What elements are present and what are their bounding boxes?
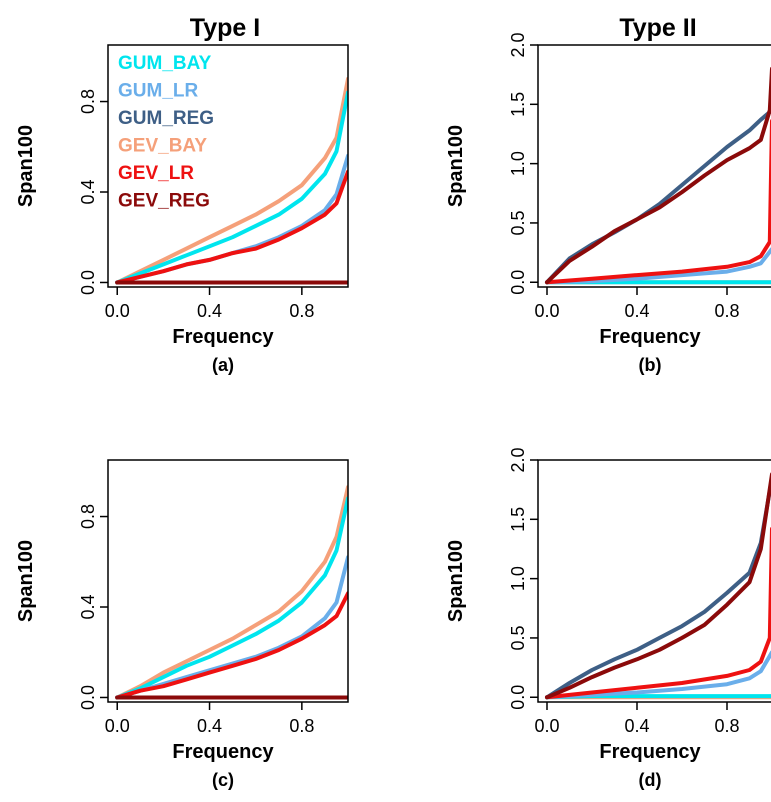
series-line-gum-reg <box>545 476 771 700</box>
series-line-gum-lr <box>545 247 771 285</box>
panel-caption: (d) <box>639 770 662 790</box>
y-axis-label: Span100 <box>445 125 467 207</box>
legend-entry: GUM_LR <box>118 81 199 102</box>
x-tick-label: 0.0 <box>105 716 130 736</box>
panel-caption: (a) <box>212 355 234 375</box>
series-group <box>115 76 348 285</box>
x-tick-label: 0.0 <box>105 301 130 321</box>
series-line-gum-reg <box>545 108 771 285</box>
legend-entry: GUM_BAY <box>118 53 212 74</box>
y-axis-label: Span100 <box>15 540 37 622</box>
chart-panels: 0.0 0.4 0.8 0.0 0.4 0.8 Frequency Span100 (a) GUM… <box>15 32 771 790</box>
series-group <box>545 66 771 285</box>
x-axis-label: Frequency <box>172 741 274 763</box>
plot-frame <box>537 44 771 288</box>
column-title-type-1: Type I <box>190 14 260 42</box>
series-line-gev-bay <box>115 76 348 285</box>
panel-c: 0.0 0.4 0.8 0.0 0.4 0.8 Frequency Span100 (c) <box>15 459 349 790</box>
series-group <box>115 485 348 700</box>
y-tick-label: 0.0 <box>508 685 528 710</box>
y-tick-label: 1.5 <box>508 507 528 532</box>
x-axis-label: Frequency <box>599 741 701 763</box>
legend-entry: GEV_REG <box>118 191 210 212</box>
y-tick-label: 1.0 <box>508 566 528 591</box>
panel-a: 0.0 0.4 0.8 0.0 0.4 0.8 Frequency Span100 (a) GUM… <box>15 44 349 375</box>
series-line-gum-lr <box>545 650 771 700</box>
series-line-gum-bay <box>115 496 348 700</box>
panel-caption: (c) <box>212 770 234 790</box>
series-line-gev-lr <box>545 119 771 285</box>
y-axis-label: Span100 <box>445 540 467 622</box>
x-tick-label: 0.4 <box>624 716 649 736</box>
legend-entry: GUM_REG <box>118 108 214 129</box>
x-tick-label: 0.8 <box>289 716 314 736</box>
y-tick-label: 0.0 <box>78 270 98 295</box>
x-tick-label: 0.8 <box>289 301 314 321</box>
plot-frame <box>537 459 771 703</box>
x-axis-label: Frequency <box>599 326 701 348</box>
y-tick-label: 1.0 <box>508 151 528 176</box>
y-tick-label: 0.5 <box>508 625 528 650</box>
plot-frame <box>107 44 349 288</box>
y-tick-label: 2.0 <box>508 447 528 472</box>
x-tick-label: 0.0 <box>534 716 559 736</box>
panel-d: 0.0 0.4 0.8 0.0 0.5 1.0 1.5 2.0 Frequency Span100… <box>445 447 771 790</box>
series-line-gev-bay <box>115 485 348 700</box>
x-tick-label: 0.8 <box>714 301 739 321</box>
y-tick-label: 0.4 <box>78 594 98 619</box>
series-line-gev-reg <box>545 472 771 700</box>
legend-entry: GEV_BAY <box>118 136 207 157</box>
series-group <box>545 472 771 700</box>
series-line-gum-bay <box>115 90 348 285</box>
x-tick-label: 0.4 <box>197 716 222 736</box>
y-tick-label: 0.8 <box>78 504 98 529</box>
legend: GUM_BAY GUM_LR GUM_REG GEV_BAY GEV_LR GEV_REG <box>118 53 214 212</box>
y-tick-label: 0.8 <box>78 89 98 114</box>
y-tick-label: 2.0 <box>508 32 528 57</box>
y-tick-label: 0.5 <box>508 210 528 235</box>
series-line-gev-lr <box>115 169 348 285</box>
x-tick-label: 0.4 <box>624 301 649 321</box>
legend-entry: GEV_LR <box>118 163 194 184</box>
series-line-gev-lr <box>115 591 348 700</box>
x-axis-label: Frequency <box>172 326 274 348</box>
x-tick-label: 0.4 <box>197 301 222 321</box>
column-title-type-2: Type II <box>619 14 696 42</box>
panel-b: 0.0 0.4 0.8 0.0 0.5 1.0 1.5 2.0 Frequency Span100… <box>445 32 771 375</box>
y-tick-label: 1.5 <box>508 92 528 117</box>
y-axis-label: Span100 <box>15 125 37 207</box>
series-line-gev-lr <box>545 527 771 700</box>
y-tick-label: 0.4 <box>78 179 98 204</box>
x-tick-label: 0.0 <box>534 301 559 321</box>
y-tick-label: 0.0 <box>78 685 98 710</box>
series-line-gev-reg <box>545 66 771 285</box>
plot-frame <box>107 459 349 703</box>
panel-caption: (b) <box>639 355 662 375</box>
y-tick-label: 0.0 <box>508 270 528 295</box>
x-tick-label: 0.8 <box>714 716 739 736</box>
